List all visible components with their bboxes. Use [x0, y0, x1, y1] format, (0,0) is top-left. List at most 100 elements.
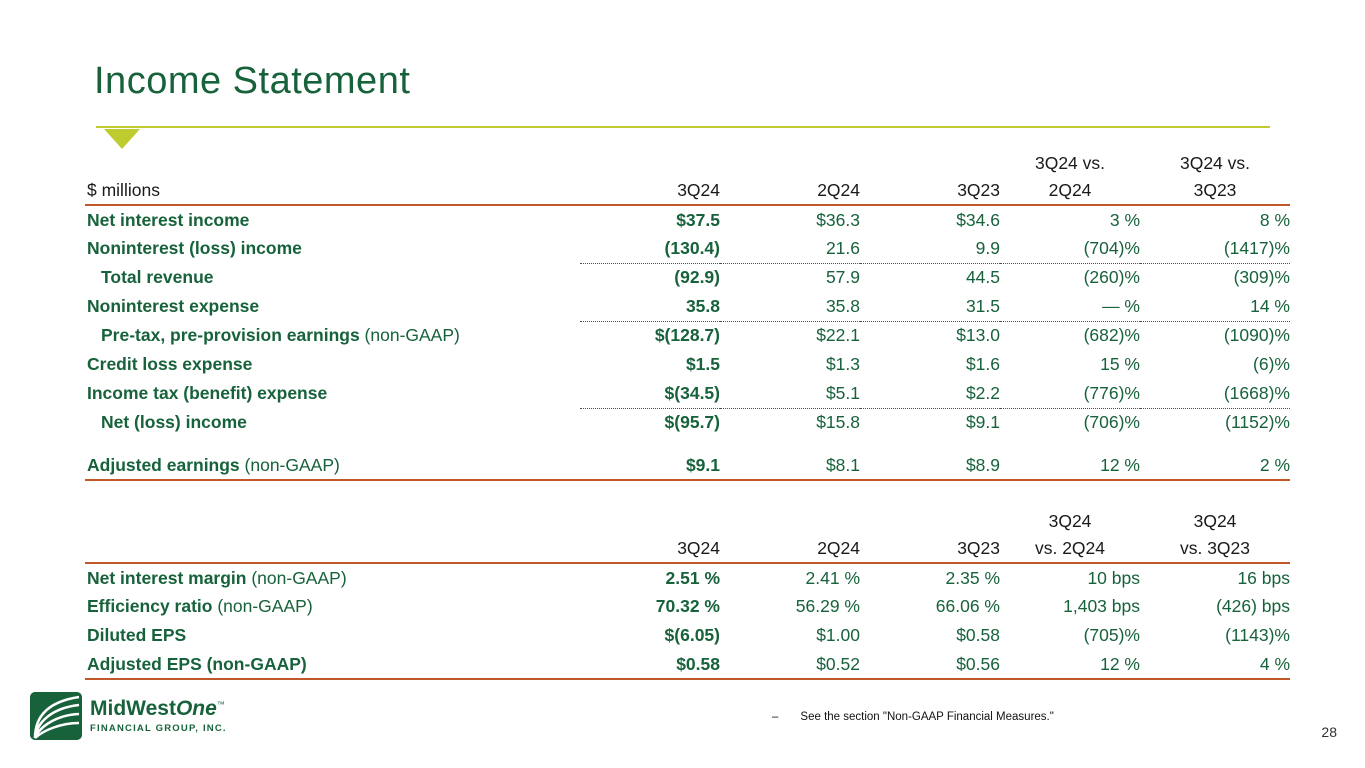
cell-value: (704)%	[1000, 234, 1140, 264]
cell-value: (260)%	[1083, 267, 1140, 288]
table-row: Income tax (benefit) expense $(34.5) $5.…	[85, 379, 1290, 409]
row-label-cell: Pre-tax, pre-provision earnings (non-GAA…	[85, 321, 580, 350]
row-label: Net interest margin	[87, 567, 247, 588]
cell-value: $1.00	[816, 625, 860, 645]
row-label-cell: Efficiency ratio (non-GAAP)	[85, 592, 580, 621]
cell-value: 14 %	[1140, 292, 1290, 322]
table-row: Credit loss expense $1.5 $1.3 $1.6 15 % …	[85, 350, 1290, 379]
logo-name-midwest: MidWest	[90, 697, 176, 720]
table-row: Pre-tax, pre-provision earnings (non-GAA…	[85, 321, 1290, 350]
row-label: Noninterest (loss) income	[87, 238, 302, 258]
row-label: Net interest income	[87, 209, 250, 230]
cell-value: $9.1	[580, 451, 720, 481]
row-label-suffix: (non-GAAP)	[212, 596, 313, 616]
table-row: Noninterest (loss) income (130.4) 21.6 9…	[85, 234, 1290, 264]
cell-value: $8.1	[720, 451, 860, 481]
cell-value: (706)%	[1083, 412, 1140, 433]
row-label-suffix: (non-GAAP)	[359, 325, 460, 345]
cell-value: (426) bps	[1216, 596, 1290, 616]
cell-value: 16 bps	[1237, 567, 1290, 588]
column-header: 3Q24	[580, 534, 720, 564]
spacer-cell	[580, 508, 720, 534]
cell-value: $1.3	[825, 354, 860, 374]
logo-trademark: ™	[216, 700, 225, 709]
column-header: 3Q24 vs.	[1034, 152, 1106, 173]
column-header: 2Q24	[720, 534, 860, 564]
row-label: Efficiency ratio	[87, 596, 213, 616]
cell-value: 8 %	[1259, 209, 1290, 230]
income-statement-table: 3Q24 vs. 3Q24 vs. $ millions 3Q24 2Q24 3…	[85, 150, 1290, 481]
row-label-cell: Net interest margin (non-GAAP)	[85, 563, 580, 592]
table-row: Diluted EPS $(6.05) $1.00 $0.58 (705)% (…	[85, 621, 1290, 650]
row-label-cell: Noninterest (loss) income	[85, 234, 580, 263]
cell-value: $0.52	[720, 650, 860, 680]
table-header-row-top: 3Q24 vs. 3Q24 vs.	[85, 150, 1290, 176]
table-header-row: $ millions 3Q24 2Q24 3Q23 2Q24 3Q23	[85, 176, 1290, 206]
row-label: Noninterest expense	[87, 296, 260, 316]
column-header: 2Q24	[720, 176, 860, 206]
table-row: Total revenue (92.9) 57.9 44.5 (260)% (3…	[85, 263, 1290, 292]
cell-value: $5.1	[720, 379, 860, 409]
cell-value: (309)%	[1233, 267, 1290, 288]
footnote-dash: –	[772, 711, 779, 723]
midwestone-logo-icon	[30, 692, 82, 740]
cell-value: (92.9)	[674, 267, 720, 288]
cell-value: $0.58	[956, 625, 1000, 645]
logo-name-one: One	[175, 697, 217, 720]
row-label-cell: Income tax (benefit) expense	[85, 379, 580, 408]
midwestone-logo: MidWestOne™ FINANCIAL GROUP, INC.	[30, 692, 227, 740]
logo-name: MidWestOne™	[90, 698, 227, 719]
row-label-suffix: (non-GAAP)	[239, 454, 340, 475]
cell-value: $(34.5)	[580, 379, 720, 409]
cell-value: (705)%	[1083, 625, 1140, 645]
cell-value: $22.1	[816, 325, 860, 346]
cell-value: (1417)%	[1140, 234, 1290, 264]
column-header: vs. 2Q24	[1000, 534, 1140, 564]
cell-value: 3 %	[1109, 209, 1140, 230]
page-title: Income Statement	[94, 60, 411, 102]
cell-value: 9.9	[860, 234, 1000, 264]
row-label: Adjusted earnings	[87, 454, 240, 475]
row-label-cell: Net interest income	[85, 205, 580, 234]
table-row: Net interest margin (non-GAAP) 2.51 % 2.…	[85, 563, 1290, 592]
cell-value: 1,403 bps	[1063, 596, 1140, 616]
spacer-cell	[720, 150, 860, 176]
cell-value: 56.29 %	[795, 596, 860, 616]
cell-value: 21.6	[720, 234, 860, 264]
cell-value: 57.9	[825, 267, 860, 288]
table-row: Adjusted earnings (non-GAAP) $9.1 $8.1 $…	[85, 451, 1290, 481]
ratios-table: 3Q24 3Q24 3Q24 2Q24 3Q23 vs. 2Q24 vs. 3Q…	[85, 508, 1290, 680]
row-label: Net (loss) income	[101, 412, 247, 432]
cell-value: $34.6	[956, 209, 1000, 230]
column-header: 3Q24	[1048, 510, 1092, 531]
logo-subtitle: FINANCIAL GROUP, INC.	[90, 723, 227, 734]
row-label-cell: Noninterest expense	[85, 292, 580, 321]
cell-value: (1090)%	[1223, 325, 1290, 346]
row-label: Diluted EPS	[87, 625, 187, 645]
cell-value: 2 %	[1140, 451, 1290, 481]
row-label: Pre-tax, pre-provision earnings	[101, 325, 360, 345]
cell-value: 35.8	[580, 292, 720, 322]
cell-value: $(128.7)	[654, 325, 720, 346]
cell-value: 10 bps	[1087, 567, 1140, 588]
cell-value: $36.3	[816, 209, 860, 230]
table-header-row: 3Q24 2Q24 3Q23 vs. 2Q24 vs. 3Q23	[85, 534, 1290, 564]
table-header-row-top: 3Q24 3Q24	[85, 508, 1290, 534]
row-label-cell: Total revenue	[85, 263, 580, 292]
footnote: – See the section "Non-GAAP Financial Me…	[772, 711, 1054, 723]
table-row: Adjusted EPS (non-GAAP) $0.58 $0.52 $0.5…	[85, 650, 1290, 680]
column-header: vs. 3Q23	[1140, 534, 1290, 564]
cell-value: $9.1	[965, 412, 1000, 433]
spacer-cell	[85, 150, 580, 176]
table-row: Net (loss) income $(95.7) $15.8 $9.1 (70…	[85, 408, 1290, 437]
spacer-cell	[720, 508, 860, 534]
table-row: Efficiency ratio (non-GAAP) 70.32 % 56.2…	[85, 592, 1290, 621]
spacer-cell	[85, 508, 580, 534]
row-label: Income tax (benefit) expense	[87, 383, 328, 403]
cell-value: 2.41 %	[805, 567, 860, 588]
row-label-cell: Credit loss expense	[85, 350, 580, 379]
column-header: 3Q24 vs.	[1179, 152, 1251, 173]
page-number: 28	[1321, 724, 1337, 740]
cell-value: $(95.7)	[664, 412, 720, 433]
column-header: 3Q23	[860, 534, 1000, 564]
